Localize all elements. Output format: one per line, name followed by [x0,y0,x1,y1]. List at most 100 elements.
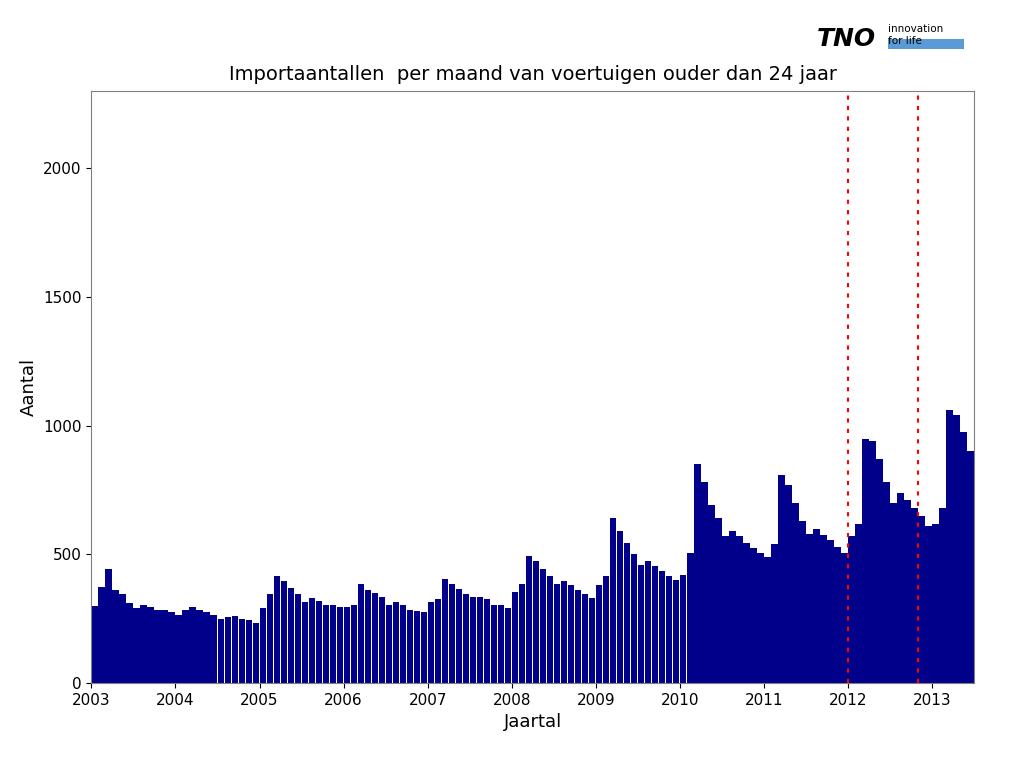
Bar [434,600,442,683]
Bar [197,609,203,683]
Bar [98,587,105,683]
Bar [743,543,749,683]
Bar [400,605,406,683]
Bar [294,594,301,683]
Bar [554,584,560,683]
Bar [274,576,280,683]
Bar [442,579,449,683]
Bar [504,609,512,683]
Bar [267,594,273,683]
Bar [736,537,743,683]
Bar [497,605,504,683]
Bar [477,597,483,683]
Bar [779,474,785,683]
Bar [673,580,679,683]
Bar [210,615,217,683]
Bar [716,518,722,683]
Bar [946,411,953,683]
Bar [652,566,659,683]
Bar [638,565,645,683]
Bar [547,576,553,683]
Bar [897,493,903,683]
Bar [414,611,420,683]
Bar [133,609,140,683]
Bar [596,585,602,683]
Bar [750,548,756,683]
Bar [568,585,574,683]
Bar [379,597,385,683]
Bar [407,609,413,683]
Bar [337,607,343,683]
Bar [512,592,519,683]
Bar [371,593,379,683]
Bar [280,581,287,683]
Bar [729,531,736,683]
Bar [526,556,532,683]
Bar [224,618,231,683]
Bar [996,477,1002,683]
Bar [806,534,813,683]
Bar [113,591,119,683]
Bar [694,465,700,683]
Bar [330,605,336,683]
Bar [786,485,792,683]
Bar [904,500,910,683]
Bar [456,589,462,683]
Title: Importaantallen  per maand van voertuigen ouder dan 24 jaar: Importaantallen per maand van voertuigen… [228,65,837,84]
Bar [989,470,995,683]
Bar [393,602,399,683]
Bar [919,516,925,683]
Bar [708,505,715,683]
Bar [841,553,848,683]
Bar [344,607,350,683]
Bar [582,594,589,683]
Bar [820,535,826,683]
Text: TNO: TNO [817,27,876,51]
Bar [856,524,862,683]
Bar [911,508,918,683]
Bar [323,605,329,683]
Bar [120,594,126,683]
Bar [231,616,238,683]
Bar [982,461,988,683]
Bar [421,613,427,683]
Bar [890,503,896,683]
Bar [883,482,890,683]
Bar [364,591,371,683]
Bar [771,544,777,683]
Bar [722,537,729,683]
Bar [827,540,833,683]
Bar [154,609,160,683]
Bar [876,459,883,683]
Bar [316,600,322,683]
Bar [183,609,189,683]
Bar [645,561,652,683]
Bar [147,607,154,683]
Bar [680,575,686,683]
Bar [449,584,455,683]
Bar [246,620,252,683]
Bar [574,591,582,683]
Bar [470,597,476,683]
Bar [203,613,210,683]
Bar [491,605,497,683]
Bar [176,615,182,683]
Bar [813,529,820,683]
Bar [533,561,539,683]
Bar [463,594,469,683]
Bar [610,518,616,683]
Bar [1003,487,1009,683]
Bar [140,605,147,683]
Bar [589,598,596,683]
Bar [757,553,763,683]
Bar [974,470,980,683]
Bar [849,537,855,683]
Bar [190,607,196,683]
Bar [217,619,224,683]
Bar [309,598,315,683]
Bar [427,602,434,683]
Bar [617,531,623,683]
Bar [561,581,567,683]
Bar [357,584,364,683]
Bar [603,576,609,683]
